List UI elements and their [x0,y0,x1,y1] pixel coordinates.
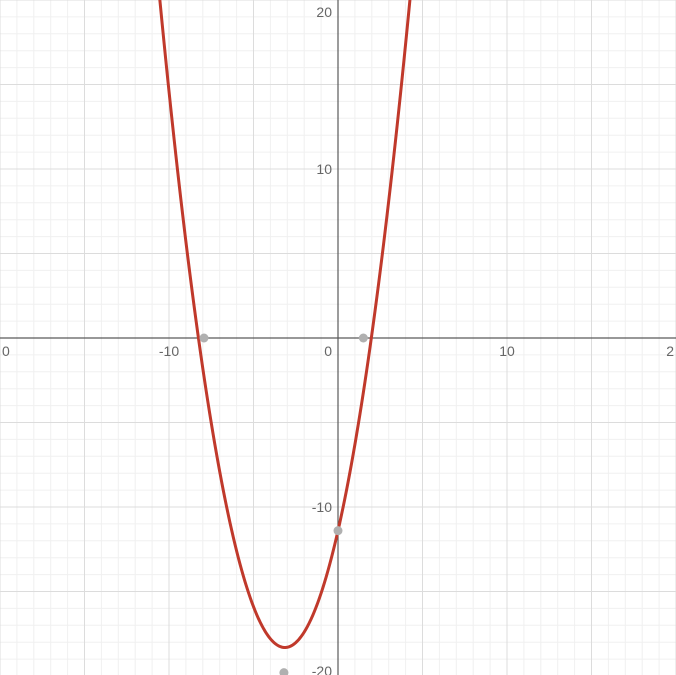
x-tick-label: 0 [2,343,10,359]
x-tick-label: 2 [666,343,674,359]
y-tick-label: 10 [316,161,332,177]
x-tick-label: 0 [324,343,332,359]
marker-point [199,334,208,343]
x-tick-label: 10 [499,343,515,359]
plot-svg: 0 -10 0 10 2 20 10 -10 -20 [0,0,676,675]
y-tick-label: 20 [316,4,332,20]
x-tick-label: -10 [159,343,179,359]
y-tick-label: -20 [312,663,332,675]
y-tick-label: -10 [312,499,332,515]
marker-point [359,334,368,343]
marker-point [334,526,343,535]
graph-plot: 0 -10 0 10 2 20 10 -10 -20 [0,0,676,675]
